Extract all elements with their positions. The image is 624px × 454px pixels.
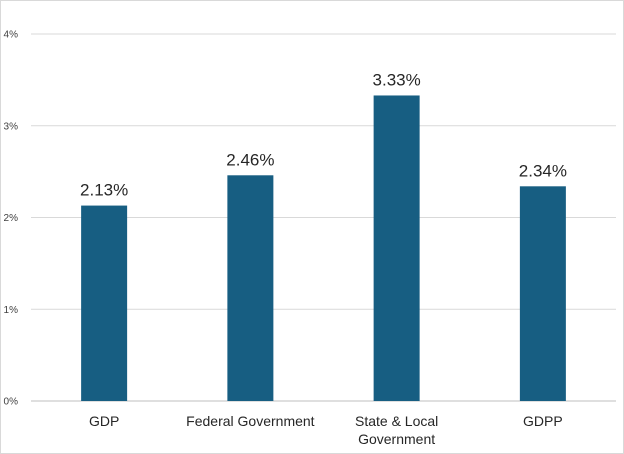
y-tick-label: 2% bbox=[4, 213, 19, 224]
x-tick-label: Federal Government bbox=[186, 413, 315, 429]
data-label: 2.46% bbox=[226, 150, 274, 169]
x-tick-label: Government bbox=[358, 431, 435, 447]
x-tick-label: GDPP bbox=[523, 413, 563, 429]
data-label: 2.13% bbox=[80, 181, 128, 200]
x-tick-label: GDP bbox=[89, 413, 119, 429]
y-tick-label: 0% bbox=[4, 397, 19, 408]
data-label: 2.34% bbox=[519, 161, 567, 180]
bar bbox=[81, 205, 128, 401]
bar bbox=[373, 95, 420, 401]
y-tick-label: 3% bbox=[4, 121, 19, 132]
y-tick-label: 1% bbox=[4, 305, 19, 316]
data-label: 3.33% bbox=[373, 70, 421, 89]
bar bbox=[519, 186, 566, 401]
y-tick-label: 4% bbox=[4, 30, 19, 41]
x-tick-label: State & Local bbox=[355, 413, 438, 429]
bar bbox=[227, 175, 274, 401]
